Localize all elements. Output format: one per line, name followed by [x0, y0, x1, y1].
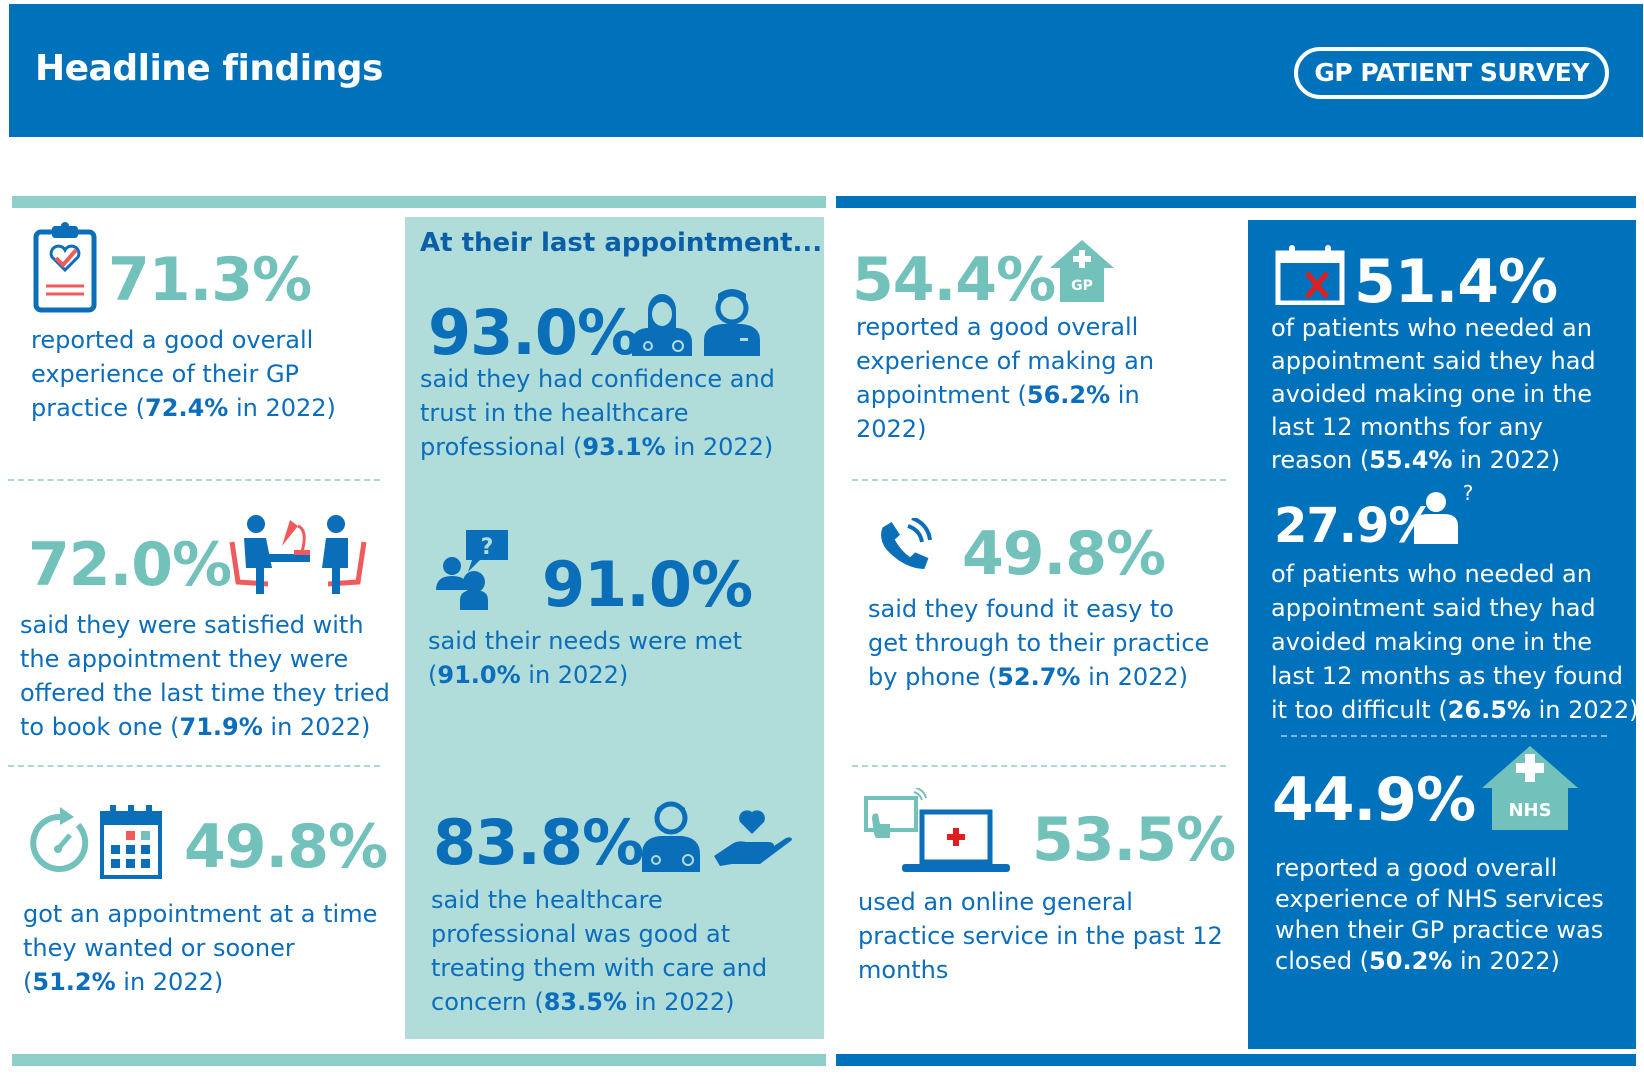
stat-value: 83.8%: [433, 806, 644, 879]
hand-heart-icon: [714, 810, 792, 866]
bottom-divider-blue: [836, 1054, 1636, 1066]
people-question-icon: ?: [436, 530, 508, 610]
nhs-house-icon: NHS: [1482, 746, 1578, 830]
stat-value: 49.8%: [962, 519, 1166, 589]
stat-description: said their needs were met (91.0% in 2022…: [428, 627, 743, 689]
stat-description: of patients who needed an appointment sa…: [1271, 314, 1596, 474]
stat-value: 91.0%: [542, 548, 753, 621]
gp-patient-survey-logo: GP PATIENT SURVEY: [1294, 47, 1609, 99]
stat-description: got an appointment at a time they wanted…: [23, 900, 378, 996]
bottom-divider-teal: [12, 1054, 826, 1066]
nhs-house-label: NHS: [1508, 800, 1551, 821]
section-divider: [852, 765, 1226, 767]
calendar-icon: [100, 805, 162, 879]
phone-ringing-icon: [881, 518, 932, 570]
timer-icon: [30, 807, 89, 872]
stat-value: 54.4%: [852, 245, 1056, 315]
stat-value: 27.9%: [1274, 498, 1437, 554]
consultation-desk-icon: [229, 515, 367, 594]
stat-description: said they had confidence and trust in th…: [420, 365, 775, 461]
header-banner: Headline findings GP PATIENT SURVEY: [9, 4, 1643, 137]
laptop-tablet-icon: [864, 788, 1010, 872]
section-divider: [8, 765, 380, 767]
top-divider-blue: [836, 196, 1636, 208]
section-divider: [8, 479, 380, 481]
stat-description: said they were satisfied with the appoin…: [20, 611, 390, 741]
stat-description: reported a good overall experience of ma…: [856, 313, 1155, 443]
stat-description: of patients who needed an appointment sa…: [1271, 560, 1639, 724]
calendar-cross-icon: [1275, 245, 1345, 305]
avoided-appointment-panel: [1248, 220, 1636, 1049]
panel-heading: At their last appointment...: [420, 228, 823, 258]
stat-value: 93.0%: [428, 296, 639, 369]
stat-description: reported a good overall experience of th…: [31, 326, 336, 422]
page-title: Headline findings: [35, 48, 383, 89]
stat-value: 44.9%: [1272, 765, 1476, 835]
stat-value: 72.0%: [28, 530, 232, 600]
svg-text:?: ?: [1463, 484, 1474, 505]
stat-value: 71.3%: [108, 245, 312, 315]
stat-value: 53.5%: [1032, 805, 1236, 875]
top-divider-teal: [12, 196, 826, 208]
stat-description: reported a good overall experience of NH…: [1275, 854, 1604, 975]
stat-description: said the healthcare professional was goo…: [431, 886, 768, 1016]
section-divider: [852, 479, 1226, 481]
stat-value: 49.8%: [184, 812, 388, 882]
healthcare-professionals-icon: [632, 289, 760, 356]
stat-description: used an online general practice service …: [858, 888, 1223, 984]
svg-text:?: ?: [481, 535, 494, 560]
gp-house-label: GP: [1071, 278, 1093, 294]
gp-house-icon: GP: [1050, 240, 1114, 302]
stat-description: said they found it easy to get through t…: [868, 595, 1210, 691]
clipboard-heart-icon: [33, 222, 97, 313]
stat-value: 51.4%: [1354, 247, 1558, 317]
person-question-icon: ?: [1414, 484, 1474, 544]
section-divider: [1281, 735, 1607, 737]
doctor-icon: [642, 801, 700, 872]
